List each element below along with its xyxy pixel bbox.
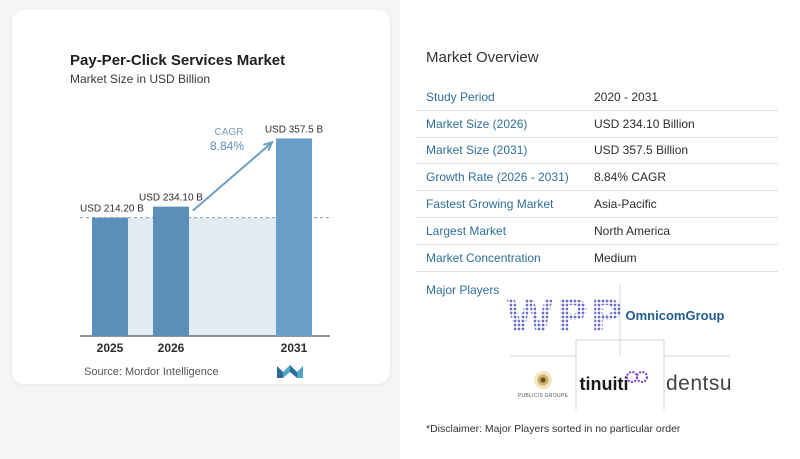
overview-row: Growth Rate (2026 - 2031) 8.84% CAGR: [416, 164, 778, 192]
row-key: Market Size (2031): [426, 143, 528, 158]
growth-shade: [128, 217, 276, 336]
overview-title: Market Overview: [426, 49, 539, 66]
overview-row: Study Period 2020 - 2031: [416, 84, 778, 111]
cagr-arrow-line: [192, 141, 273, 212]
row-key: Market Size (2026): [426, 116, 528, 131]
cagr-arrow: [192, 140, 274, 212]
bar-2025: [92, 217, 128, 336]
data-label-2025: USD 214.20 B: [80, 204, 144, 215]
x-tick-2026: 2026: [158, 341, 185, 355]
data-label-2026: USD 234.10 B: [139, 193, 203, 204]
row-value: Medium: [594, 250, 637, 265]
players-grid-lines: [510, 284, 730, 410]
tinuiti-logo: tinuiti: [578, 364, 652, 404]
tinuiti-dots-icon: [626, 371, 649, 383]
publicis-groupe-logo: PUBLICIS GROUPE: [512, 362, 574, 406]
row-value: 2020 - 2031: [594, 89, 659, 104]
disclaimer-text: *Disclaimer: Major Players sorted in no …: [426, 423, 681, 435]
publicis-lion-icon: [534, 371, 552, 389]
data-label-2031: USD 357.5 B: [265, 124, 324, 135]
overview-row: Market Size (2031) USD 357.5 Billion: [416, 138, 778, 165]
row-key: Fastest Growing Market: [426, 197, 554, 212]
major-players-label: Major Players: [426, 283, 500, 297]
overview-row: Market Concentration Medium: [416, 245, 778, 272]
market-overview-panel: Market Overview Study Period 2020 - 2031 …: [400, 0, 800, 459]
row-value: USD 234.10 Billion: [594, 116, 695, 131]
cagr-arrow-head: [263, 140, 274, 152]
bar-2031: [276, 138, 312, 336]
overview-row: Fastest Growing Market Asia-Pacific: [416, 191, 778, 218]
row-key: Largest Market: [426, 223, 507, 238]
source-text: Source: Mordor Intelligence: [84, 366, 219, 378]
wpp-logo: WPP: [505, 290, 622, 342]
dentsu-logo: dentsu: [664, 364, 734, 404]
x-tick-2025: 2025: [97, 341, 124, 355]
chart-subtitle: Market Size in USD Billion: [70, 72, 211, 86]
row-key: Growth Rate (2026 - 2031): [426, 170, 569, 185]
row-key: Study Period: [426, 89, 495, 104]
omnicom-group-logo: OmnicomGroup: [622, 300, 728, 330]
cagr-label: CAGR: [215, 127, 244, 138]
wpp-logo-text: WPP: [505, 290, 625, 342]
row-value: USD 357.5 Billion: [594, 143, 689, 158]
chart-title: Pay-Per-Click Services Market: [70, 52, 286, 69]
row-value: North America: [594, 223, 671, 238]
overview-table: Study Period 2020 - 2031 Market Size (202…: [416, 84, 778, 272]
row-value: Asia-Pacific: [594, 197, 657, 212]
omnicom-logo-text: OmnicomGroup: [625, 307, 725, 323]
dentsu-logo-text: dentsu: [665, 372, 733, 395]
cagr-value: 8.84%: [210, 139, 244, 153]
row-key: Market Concentration: [426, 250, 541, 265]
publicis-logo-text: PUBLICIS GROUPE: [517, 393, 569, 399]
x-tick-2031: 2031: [281, 341, 308, 355]
bar-2026: [153, 206, 189, 336]
overview-row: Market Size (2026) USD 234.10 Billion: [416, 111, 778, 138]
row-value: 8.84% CAGR: [594, 170, 667, 185]
bar-chart: USD 214.20 B 2025 USD 234.10 B 2026 USD 357.…: [80, 124, 330, 355]
mordor-intelligence-logo-icon: [277, 365, 303, 378]
tinuiti-logo-text: tinuiti: [579, 373, 629, 394]
overview-row: Largest Market North America: [416, 218, 778, 245]
